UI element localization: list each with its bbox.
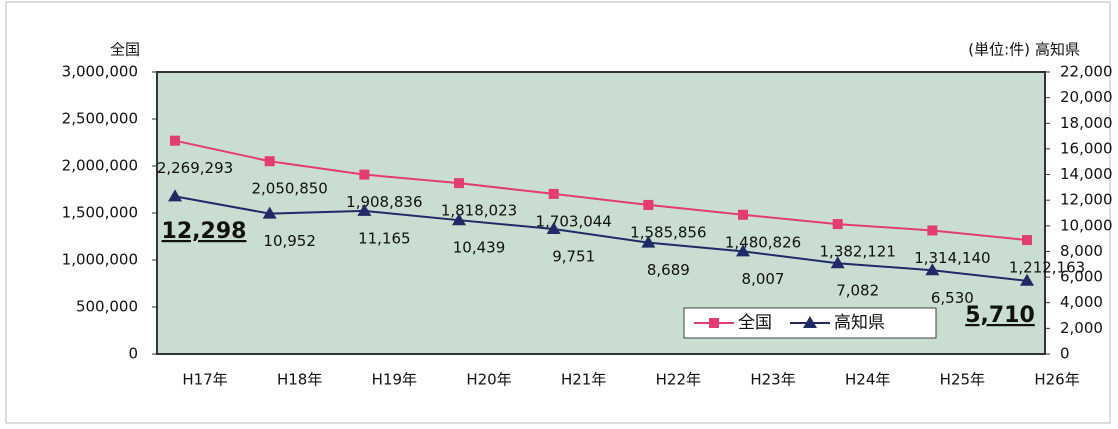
y2-tick-label: 0 — [1060, 345, 1070, 363]
y-tick-label: 1,000,000 — [62, 251, 138, 269]
x-tick-label: H23年 — [750, 371, 795, 389]
x-tick-label: H24年 — [845, 371, 890, 389]
y2-tick-label: 10,000 — [1060, 216, 1113, 234]
legend-marker — [803, 316, 817, 328]
data-label: 1,585,856 — [630, 223, 706, 241]
point — [736, 244, 751, 257]
y2-tick-label: 18,000 — [1060, 114, 1113, 132]
point — [546, 222, 561, 235]
data-label: 1,314,140 — [914, 249, 990, 267]
point — [830, 256, 845, 269]
point — [927, 225, 938, 236]
y2-tick-label: 14,000 — [1060, 165, 1113, 183]
series-line — [174, 195, 1028, 282]
point — [1022, 235, 1033, 246]
y2-tick-label: 22,000 — [1060, 63, 1113, 81]
y2-tick-label: 8,000 — [1060, 242, 1103, 260]
y-tick-label: 2,500,000 — [62, 110, 138, 128]
y-tick-label: 1,500,000 — [62, 204, 138, 222]
point — [925, 263, 940, 276]
y2-axis-label: 高知県 — [1035, 41, 1080, 59]
point — [643, 199, 654, 210]
point — [832, 219, 843, 230]
point — [357, 203, 372, 216]
x-tick-label: H21年 — [561, 371, 606, 389]
y2-tick-label: 12,000 — [1060, 191, 1113, 209]
point — [262, 206, 277, 219]
data-label: 6,530 — [931, 289, 974, 307]
y-tick-label: 0 — [128, 345, 138, 363]
y-tick-label: 3,000,000 — [62, 63, 138, 81]
x-tick-label: H26年 — [1034, 371, 1079, 389]
point — [168, 189, 182, 202]
point — [170, 135, 180, 146]
point — [548, 188, 559, 199]
y-tick-label: 500,000 — [76, 298, 138, 316]
y2-tick-label: 16,000 — [1060, 139, 1113, 157]
data-label: 1,908,836 — [346, 193, 422, 211]
point — [264, 156, 275, 167]
x-tick-label: H19年 — [372, 371, 417, 389]
data-label: 9,751 — [552, 248, 595, 266]
point — [359, 169, 370, 180]
data-label: 7,082 — [836, 282, 879, 300]
y2-tick-label: 6,000 — [1060, 268, 1103, 286]
data-label: 1,382,121 — [820, 243, 896, 261]
data-label: 10,439 — [453, 239, 506, 257]
data-label: 5,710 — [965, 303, 1035, 328]
x-tick-label: H20年 — [466, 371, 511, 389]
data-label: 10,952 — [263, 232, 316, 250]
point — [738, 209, 749, 220]
data-label: 11,165 — [358, 229, 411, 247]
unit-note: (単位:件) — [968, 41, 1030, 59]
data-label: 2,050,850 — [251, 180, 327, 198]
point — [1020, 273, 1035, 286]
y2-tick-label: 2,000 — [1060, 319, 1103, 337]
data-label: 1,212,163 — [1009, 259, 1085, 277]
x-tick-label: H22年 — [656, 371, 701, 389]
x-tick-label: H18年 — [277, 371, 322, 389]
data-label: 12,298 — [162, 219, 247, 244]
point — [454, 178, 465, 189]
series-line — [174, 139, 1028, 242]
y-tick-label: 2,000,000 — [62, 157, 138, 175]
data-label: 8,689 — [647, 261, 690, 279]
y-axis-label: 全国 — [110, 41, 140, 59]
legend-marker — [709, 318, 719, 328]
point — [641, 235, 656, 248]
data-label: 2,269,293 — [157, 159, 233, 177]
legend-label: 高知県 — [834, 313, 885, 333]
data-label: 1,480,826 — [725, 233, 801, 251]
point — [452, 213, 467, 226]
x-tick-label: H17年 — [182, 371, 227, 389]
y2-tick-label: 4,000 — [1060, 293, 1103, 311]
data-label: 8,007 — [742, 270, 785, 288]
data-label: 1,818,023 — [441, 202, 517, 220]
y2-tick-label: 20,000 — [1060, 88, 1113, 106]
legend-label: 全国 — [738, 313, 772, 333]
x-tick-label: H25年 — [940, 371, 985, 389]
